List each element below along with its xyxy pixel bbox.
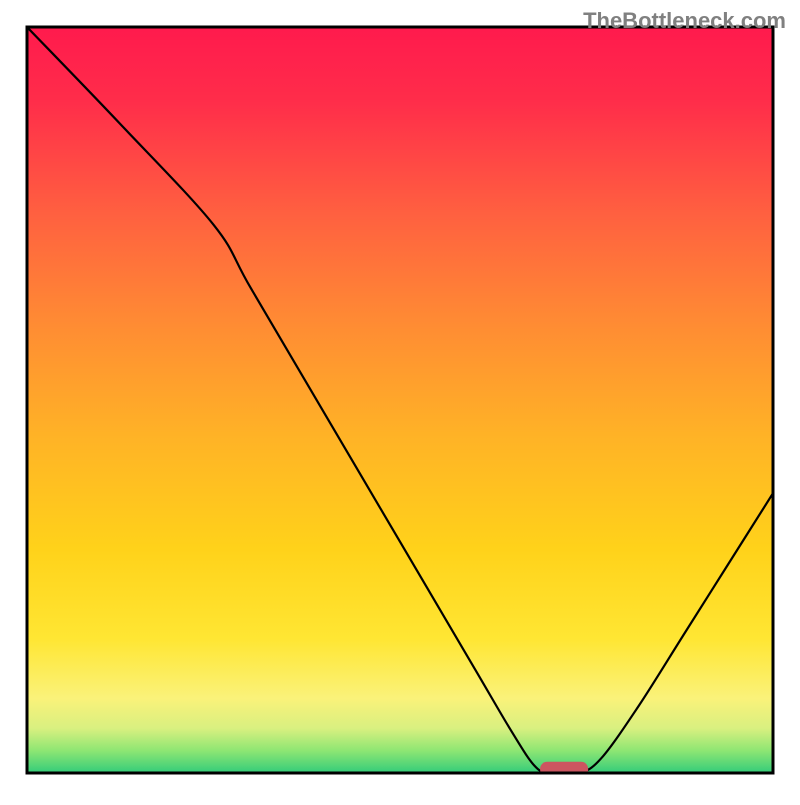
chart-svg xyxy=(0,0,800,800)
watermark-text: TheBottleneck.com xyxy=(583,8,786,34)
plot-background xyxy=(27,27,773,773)
target-marker xyxy=(540,762,588,777)
bottleneck-chart xyxy=(0,0,800,800)
